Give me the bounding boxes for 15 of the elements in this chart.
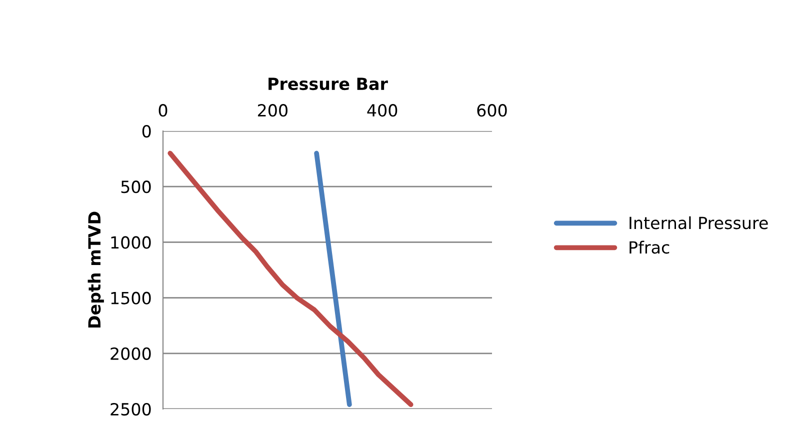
y-tick-label: 2000 xyxy=(110,347,151,360)
y-tick-label: 0 xyxy=(142,124,151,138)
y-tick-label: 2500 xyxy=(110,402,151,416)
x-tick-label: 400 xyxy=(367,104,398,117)
x-tick-label: 200 xyxy=(258,104,288,117)
y-tick-label: 1500 xyxy=(111,292,151,304)
x-tick-label: 0 xyxy=(158,104,168,117)
y-axis-title: Depth mTVD xyxy=(88,212,104,328)
x-axis-title: Pressure Bar xyxy=(268,78,388,90)
x-tick-label: 600 xyxy=(477,104,507,117)
y-tick-label: 1000 xyxy=(111,236,151,249)
legend-label: Pfrac xyxy=(630,240,670,254)
line-series xyxy=(168,150,414,407)
y-tick-label: 500 xyxy=(121,180,151,194)
legend-label: Internal Pressure xyxy=(630,216,768,230)
